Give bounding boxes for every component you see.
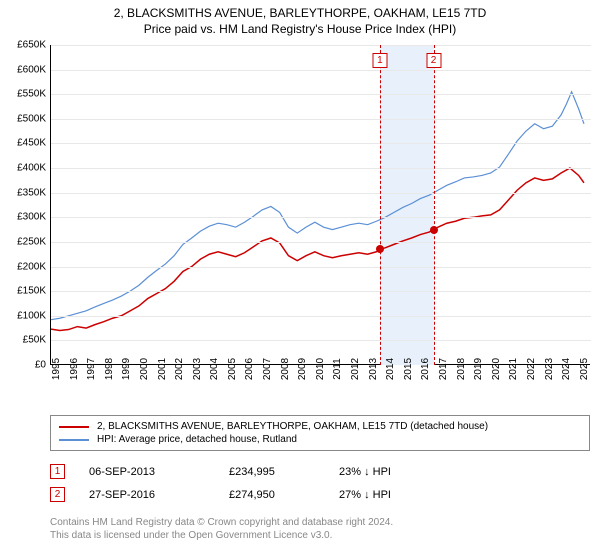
x-axis-label: 2006: [244, 358, 255, 380]
x-axis-label: 2022: [526, 358, 537, 380]
x-axis-label: 2004: [209, 358, 220, 380]
y-axis-label: £350K: [17, 187, 46, 198]
gridline-h: [51, 291, 591, 292]
x-axis-label: 2018: [456, 358, 467, 380]
y-axis-label: £650K: [17, 40, 46, 51]
x-axis-label: 2005: [227, 358, 238, 380]
x-axis-label: 2011: [332, 358, 343, 380]
gridline-h: [51, 45, 591, 46]
marker-date: 27-SEP-2016: [89, 489, 229, 501]
plot-area: £0£50K£100K£150K£200K£250K£300K£350K£400…: [50, 45, 590, 380]
x-axis-label: 1997: [86, 358, 97, 380]
chart-subtitle: Price paid vs. HM Land Registry's House …: [0, 22, 600, 36]
chart-container: 2, BLACKSMITHS AVENUE, BARLEYTHORPE, OAK…: [0, 0, 600, 560]
gridline-h: [51, 168, 591, 169]
x-axis-label: 2000: [139, 358, 150, 380]
y-axis-label: £0: [35, 360, 46, 371]
marker-delta: 27% ↓ HPI: [339, 489, 479, 501]
y-axis-label: £250K: [17, 236, 46, 247]
x-axis-label: 2003: [192, 358, 203, 380]
marker-dot: [376, 245, 384, 253]
marker-price: £274,950: [229, 489, 339, 501]
legend-row: HPI: Average price, detached house, Rutl…: [59, 433, 581, 446]
x-axis-label: 2010: [315, 358, 326, 380]
gridline-h: [51, 217, 591, 218]
x-axis-label: 2014: [385, 358, 396, 380]
y-axis-label: £300K: [17, 212, 46, 223]
x-axis-label: 2013: [368, 358, 379, 380]
legend-swatch: [59, 439, 89, 441]
marker-vline: [434, 45, 435, 365]
gridline-h: [51, 242, 591, 243]
gridline-h: [51, 119, 591, 120]
x-axis-label: 2024: [561, 358, 572, 380]
y-axis-label: £600K: [17, 64, 46, 75]
titles: 2, BLACKSMITHS AVENUE, BARLEYTHORPE, OAK…: [0, 0, 600, 36]
x-axis-label: 1999: [121, 358, 132, 380]
y-axis-label: £550K: [17, 89, 46, 100]
x-axis-label: 2016: [420, 358, 431, 380]
gridline-h: [51, 193, 591, 194]
gridline-h: [51, 143, 591, 144]
y-axis-label: £100K: [17, 310, 46, 321]
x-axis-label: 2019: [473, 358, 484, 380]
marker-legend-box: 2: [50, 487, 65, 502]
plot: £0£50K£100K£150K£200K£250K£300K£350K£400…: [50, 45, 590, 365]
footer-text: Contains HM Land Registry data © Crown c…: [50, 516, 393, 542]
marker-legend-box: 1: [50, 464, 65, 479]
x-axis-label: 2015: [403, 358, 414, 380]
x-axis-label: 2020: [491, 358, 502, 380]
x-axis-label: 1995: [51, 358, 62, 380]
footer-line-1: Contains HM Land Registry data © Crown c…: [50, 516, 393, 529]
y-axis-label: £200K: [17, 261, 46, 272]
marker-vline: [380, 45, 381, 365]
x-axis-label: 2001: [157, 358, 168, 380]
x-axis-label: 2009: [297, 358, 308, 380]
series-legend: 2, BLACKSMITHS AVENUE, BARLEYTHORPE, OAK…: [50, 415, 590, 451]
x-axis-label: 2002: [174, 358, 185, 380]
y-axis-label: £400K: [17, 163, 46, 174]
x-axis-label: 2021: [508, 358, 519, 380]
marker-legend-row: 2 27-SEP-2016£274,95027% ↓ HPI: [50, 483, 590, 506]
marker-dot: [430, 226, 438, 234]
x-axis-label: 2012: [350, 358, 361, 380]
legend-text: HPI: Average price, detached house, Rutl…: [97, 434, 297, 445]
footer-line-2: This data is licensed under the Open Gov…: [50, 529, 393, 542]
chart-title: 2, BLACKSMITHS AVENUE, BARLEYTHORPE, OAK…: [0, 6, 600, 20]
y-axis-label: £500K: [17, 113, 46, 124]
y-axis-label: £450K: [17, 138, 46, 149]
marker-delta: 23% ↓ HPI: [339, 466, 479, 478]
legend-row: 2, BLACKSMITHS AVENUE, BARLEYTHORPE, OAK…: [59, 420, 581, 433]
marker-number-box: 1: [372, 53, 387, 68]
gridline-h: [51, 267, 591, 268]
x-axis-label: 1998: [104, 358, 115, 380]
legend-swatch: [59, 426, 89, 428]
marker-legend-row: 1 06-SEP-2013£234,99523% ↓ HPI: [50, 460, 590, 483]
marker-number-box: 2: [426, 53, 441, 68]
marker-legend: 1 06-SEP-2013£234,99523% ↓ HPI 2 27-SEP-201…: [50, 460, 590, 506]
marker-date: 06-SEP-2013: [89, 466, 229, 478]
x-axis-label: 2007: [262, 358, 273, 380]
gridline-h: [51, 70, 591, 71]
y-axis-label: £150K: [17, 286, 46, 297]
gridline-h: [51, 340, 591, 341]
x-axis-label: 2008: [280, 358, 291, 380]
y-axis-label: £50K: [23, 335, 46, 346]
marker-price: £234,995: [229, 466, 339, 478]
x-axis-label: 2023: [544, 358, 555, 380]
line-series-svg: [51, 45, 591, 365]
gridline-h: [51, 316, 591, 317]
x-axis-label: 2017: [438, 358, 449, 380]
legend-text: 2, BLACKSMITHS AVENUE, BARLEYTHORPE, OAK…: [97, 421, 488, 432]
x-axis-label: 1996: [69, 358, 80, 380]
gridline-h: [51, 94, 591, 95]
x-axis-label: 2025: [579, 358, 590, 380]
